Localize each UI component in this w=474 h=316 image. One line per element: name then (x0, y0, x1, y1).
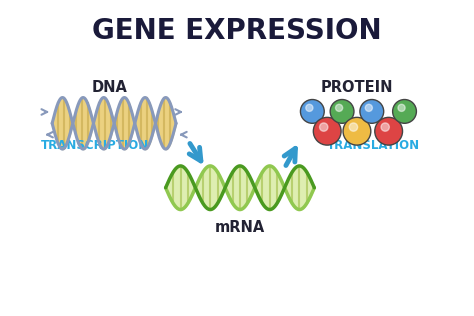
Text: GENE EXPRESSION: GENE EXPRESSION (92, 17, 382, 45)
Circle shape (319, 123, 328, 131)
Circle shape (343, 117, 371, 145)
Circle shape (336, 104, 343, 112)
Text: TRANSLATION: TRANSLATION (327, 139, 420, 152)
Circle shape (360, 100, 383, 123)
Circle shape (365, 104, 373, 112)
Circle shape (301, 100, 324, 123)
Circle shape (306, 104, 313, 112)
Circle shape (313, 117, 341, 145)
Circle shape (392, 100, 416, 123)
Text: TRANSCRIPTION: TRANSCRIPTION (41, 139, 149, 152)
Circle shape (349, 123, 357, 131)
Circle shape (375, 117, 402, 145)
Circle shape (398, 104, 405, 112)
Text: DNA: DNA (91, 80, 127, 94)
Text: mRNA: mRNA (215, 221, 265, 235)
Circle shape (381, 123, 389, 131)
Circle shape (330, 100, 354, 123)
Text: PROTEIN: PROTEIN (321, 80, 393, 94)
